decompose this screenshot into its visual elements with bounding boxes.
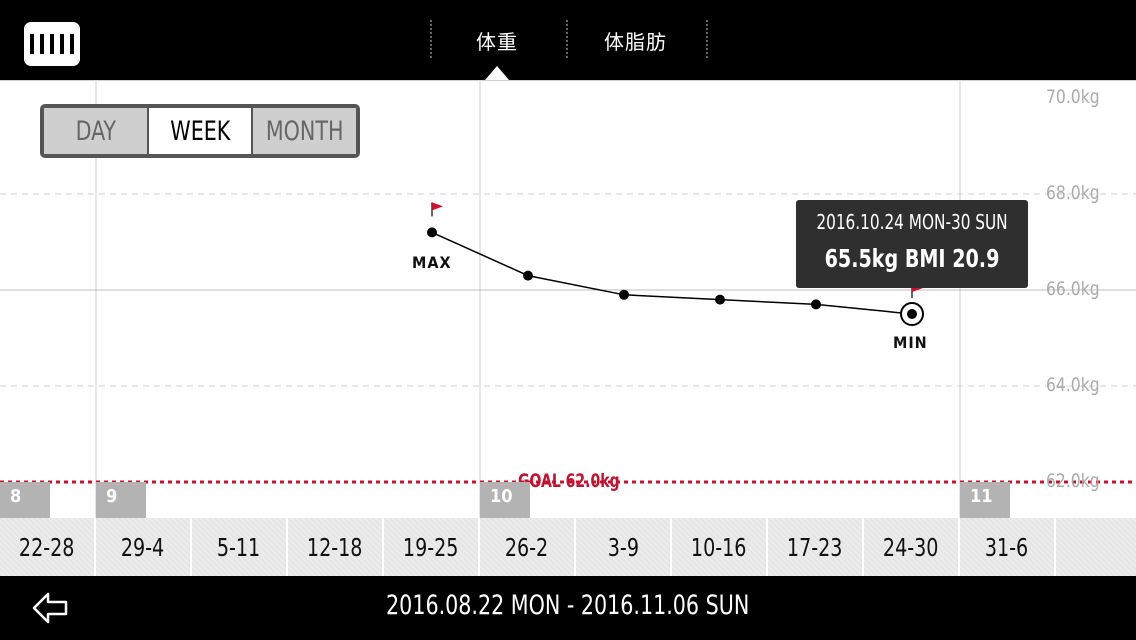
scale-app-icon[interactable] <box>24 22 80 66</box>
day-button[interactable]: DAY <box>44 108 147 154</box>
week-cell[interactable]: 31-6 <box>960 518 1056 576</box>
week-selector: 22-28 29-4 5-11 12-18 19-25 26-2 3-9 10-16 17-23… <box>0 518 1136 576</box>
tooltip-date: 2016.10.24 MON-30 SUN <box>816 210 1008 234</box>
data-point[interactable] <box>811 299 821 310</box>
month-badge: 10 <box>480 482 530 518</box>
chart-plot <box>0 80 1136 518</box>
tab-divider <box>566 20 568 58</box>
week-cell-empty <box>1056 518 1136 576</box>
week-button[interactable]: WEEK <box>148 108 252 154</box>
goal-label: GOAL 62.0kg <box>518 470 620 492</box>
active-tab-indicator <box>485 66 509 80</box>
ruler-icon <box>30 34 74 54</box>
week-cell[interactable]: 10-16 <box>672 518 768 576</box>
y-tick-label: 66.0kg <box>1046 278 1100 300</box>
data-point[interactable] <box>715 294 725 305</box>
week-cell[interactable]: 22-28 <box>0 518 96 576</box>
data-point[interactable] <box>619 289 629 300</box>
week-cell[interactable]: 5-11 <box>192 518 288 576</box>
y-tick-label: 68.0kg <box>1046 182 1100 204</box>
week-cell[interactable]: 29-4 <box>96 518 192 576</box>
tab-divider <box>430 20 432 58</box>
tab-body-fat[interactable]: 体脂肪 <box>604 30 667 54</box>
month-badge: 9 <box>96 482 146 518</box>
date-range: 2016.08.22 MON - 2016.11.06 SUN <box>386 590 750 621</box>
week-cell[interactable]: 3-9 <box>576 518 672 576</box>
tab-weight[interactable]: 体重 <box>476 30 518 54</box>
month-badge: 8 <box>0 482 50 518</box>
series-line <box>431 231 913 315</box>
tooltip-value: 65.5kg BMI 20.9 <box>824 244 1000 273</box>
week-cell[interactable]: 24-30 <box>864 518 960 576</box>
week-cell[interactable]: 12-18 <box>288 518 384 576</box>
week-cell[interactable]: 26-2 <box>480 518 576 576</box>
y-tick-label: 70.0kg <box>1046 86 1100 108</box>
footer-bar: 2016.08.22 MON - 2016.11.06 SUN <box>0 576 1136 640</box>
data-tooltip: 2016.10.24 MON-30 SUN 65.5kg BMI 20.9 <box>796 200 1028 288</box>
week-cell[interactable]: 17-23 <box>768 518 864 576</box>
y-tick-label: 64.0kg <box>1046 374 1100 396</box>
max-label: MAX <box>412 253 452 272</box>
min-label: MIN <box>893 333 928 352</box>
month-badge: 11 <box>960 482 1010 518</box>
tab-divider <box>706 20 708 58</box>
week-cell[interactable]: 19-25 <box>384 518 480 576</box>
data-point[interactable] <box>427 227 437 238</box>
month-button[interactable]: MONTH <box>253 108 357 154</box>
data-point[interactable] <box>907 309 917 319</box>
back-arrow-icon[interactable] <box>30 590 70 626</box>
header-bar: 体重 体脂肪 <box>0 0 1136 80</box>
y-tick-label: 62.0kg <box>1046 470 1100 492</box>
max-flag-icon <box>431 202 443 217</box>
period-toggle: DAY WEEK MONTH <box>40 104 360 158</box>
data-point[interactable] <box>523 270 533 281</box>
